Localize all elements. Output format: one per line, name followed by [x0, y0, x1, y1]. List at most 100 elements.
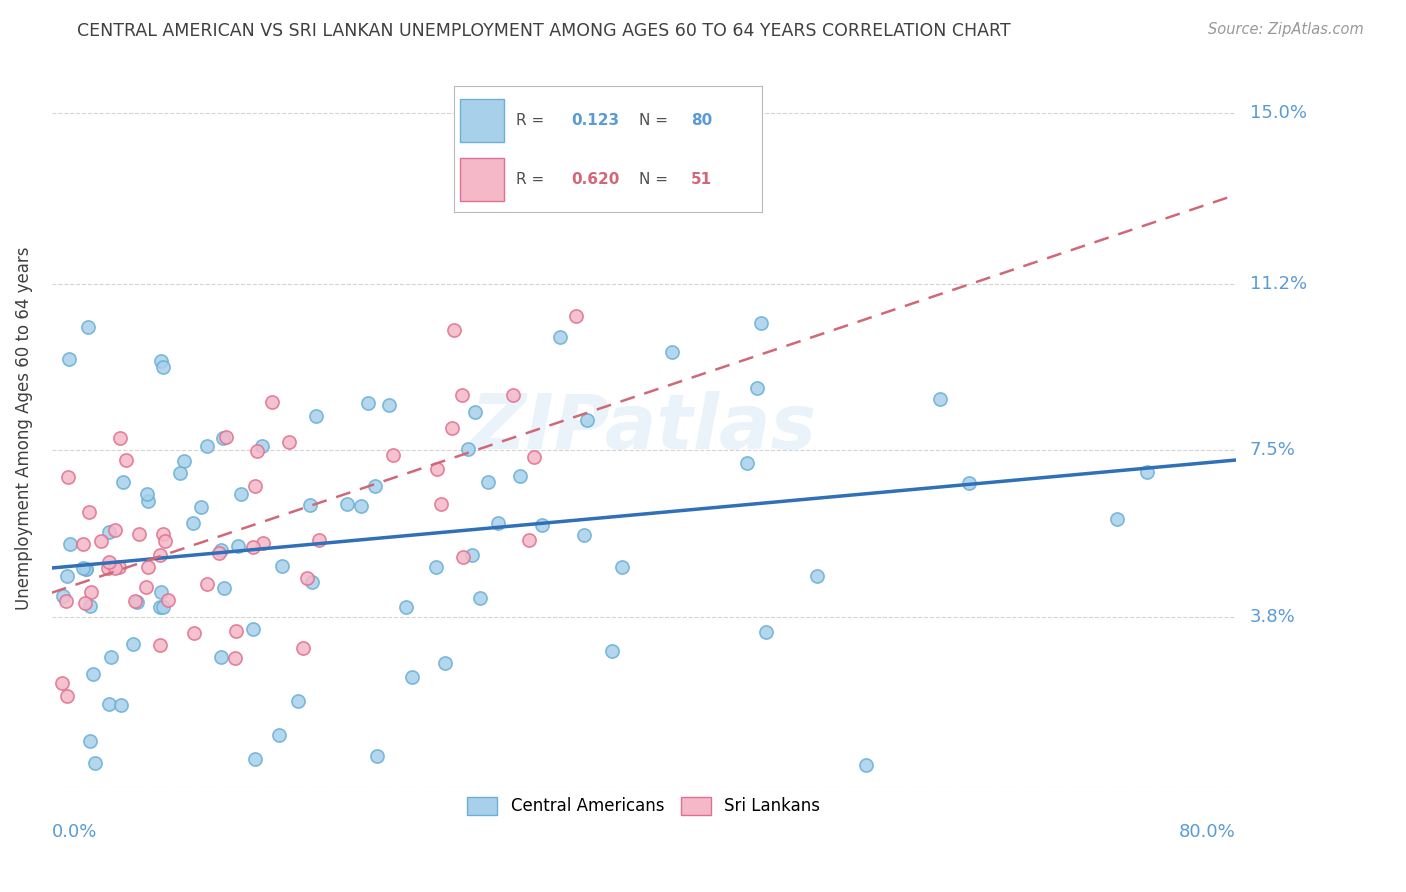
Point	[56, 470, 79, 484]
Point	[82, 667, 104, 681]
Point	[209, 649, 232, 664]
Point	[287, 694, 309, 708]
Point	[745, 381, 768, 395]
Point	[735, 456, 758, 470]
Point	[181, 516, 204, 530]
Point	[425, 462, 447, 476]
Point	[183, 626, 205, 640]
Point	[156, 593, 179, 607]
Point	[335, 497, 357, 511]
Text: 0.0%: 0.0%	[52, 823, 97, 841]
Point	[135, 580, 157, 594]
Point	[215, 430, 238, 444]
Point	[806, 569, 828, 583]
Point	[110, 698, 132, 712]
Point	[173, 454, 195, 468]
Point	[195, 576, 218, 591]
Point	[550, 330, 572, 344]
Point	[152, 599, 174, 614]
Point	[111, 475, 134, 489]
Point	[464, 405, 486, 419]
Point	[72, 537, 94, 551]
Point	[451, 549, 474, 564]
Point	[80, 584, 103, 599]
Point	[401, 670, 423, 684]
Point	[443, 323, 465, 337]
Point	[486, 516, 509, 530]
Point	[150, 584, 173, 599]
Point	[108, 431, 131, 445]
Point	[278, 434, 301, 449]
Point	[124, 594, 146, 608]
Point	[51, 676, 73, 690]
Point	[295, 572, 318, 586]
Point	[242, 623, 264, 637]
Point	[364, 478, 387, 492]
Point	[138, 560, 160, 574]
Point	[572, 528, 595, 542]
Point	[125, 595, 148, 609]
Point	[242, 540, 264, 554]
Point	[149, 638, 172, 652]
Point	[564, 309, 586, 323]
Point	[52, 590, 75, 604]
Point	[209, 543, 232, 558]
Point	[270, 559, 292, 574]
Point	[90, 533, 112, 548]
Point	[855, 757, 877, 772]
Point	[460, 548, 482, 562]
Point	[104, 523, 127, 537]
Point	[267, 728, 290, 742]
Point	[477, 475, 499, 489]
Point	[440, 421, 463, 435]
Point	[97, 561, 120, 575]
Point	[79, 734, 101, 748]
Text: 15.0%: 15.0%	[1250, 104, 1306, 122]
Point	[245, 752, 267, 766]
Point	[246, 444, 269, 458]
Point	[104, 561, 127, 575]
Point	[395, 600, 418, 615]
Point	[661, 345, 683, 359]
Point	[357, 396, 380, 410]
Point	[425, 559, 447, 574]
Point	[957, 475, 980, 490]
Text: 3.8%: 3.8%	[1250, 607, 1295, 625]
Point	[150, 353, 173, 368]
Point	[212, 432, 235, 446]
Text: CENTRAL AMERICAN VS SRI LANKAN UNEMPLOYMENT AMONG AGES 60 TO 64 YEARS CORRELATIO: CENTRAL AMERICAN VS SRI LANKAN UNEMPLOYM…	[77, 22, 1011, 40]
Point	[754, 625, 776, 640]
Point	[228, 540, 250, 554]
Point	[75, 561, 97, 575]
Point	[576, 412, 599, 426]
Point	[225, 624, 247, 638]
Point	[292, 641, 315, 656]
Legend: Central Americans, Sri Lankans: Central Americans, Sri Lankans	[461, 790, 827, 822]
Point	[98, 555, 121, 569]
Point	[377, 398, 399, 412]
Point	[153, 534, 176, 549]
Point	[260, 395, 283, 409]
Point	[250, 439, 273, 453]
Point	[530, 517, 553, 532]
Point	[430, 497, 453, 511]
Point	[350, 500, 373, 514]
Point	[100, 650, 122, 665]
Point	[97, 697, 120, 711]
Point	[382, 448, 405, 462]
Point	[450, 388, 472, 402]
Point	[502, 388, 524, 402]
Point	[749, 316, 772, 330]
Point	[1107, 512, 1129, 526]
Point	[195, 439, 218, 453]
Point	[135, 487, 157, 501]
Point	[77, 506, 100, 520]
Point	[56, 689, 79, 703]
Point	[208, 546, 231, 560]
Point	[243, 479, 266, 493]
Y-axis label: Unemployment Among Ages 60 to 64 years: Unemployment Among Ages 60 to 64 years	[15, 246, 32, 609]
Point	[128, 526, 150, 541]
Point	[224, 650, 246, 665]
Point	[301, 575, 323, 590]
Point	[299, 498, 322, 512]
